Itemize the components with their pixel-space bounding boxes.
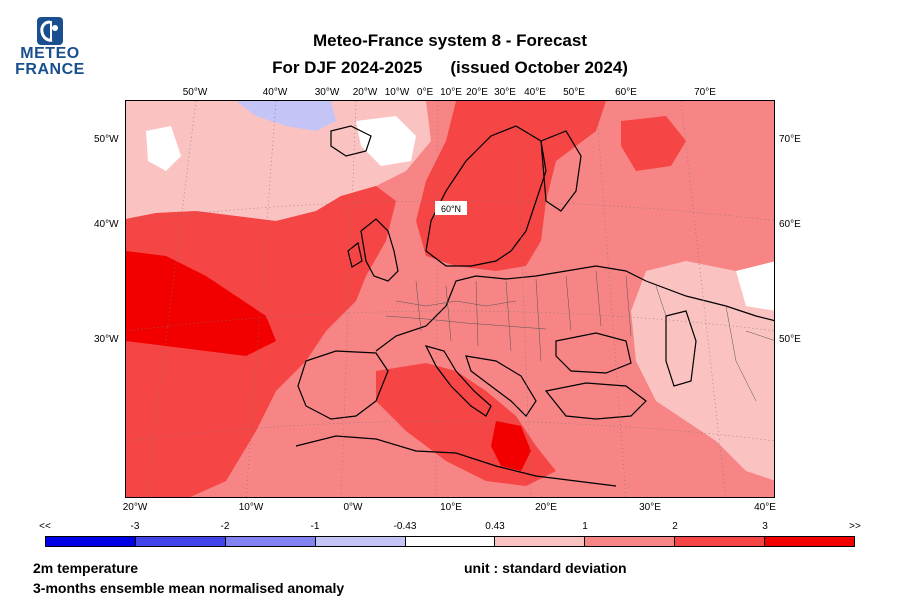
graticule xyxy=(126,101,774,497)
logo-text-france: FRANCE xyxy=(15,61,85,78)
field-strong-warm-central-med xyxy=(491,421,531,471)
left-label-40w: 40°W xyxy=(94,219,119,230)
bottom-label-0w: 0°W xyxy=(343,502,363,513)
graticule-label-60n: 60°N xyxy=(441,204,461,214)
colorbar-segment-1 xyxy=(135,537,226,546)
top-label-0e: 0°E xyxy=(416,87,434,98)
chart-subtitle: For DJF 2024-2025 (issued October 2024) xyxy=(200,58,700,78)
colorbar xyxy=(45,536,855,547)
top-label-70e: 70°E xyxy=(694,87,716,98)
coast-balkans xyxy=(465,355,537,417)
top-label-20w: 20°W xyxy=(352,87,378,98)
right-label-50e: 50°E xyxy=(779,334,801,345)
country-borders xyxy=(385,270,774,402)
field-weak-warm-north-atlantic xyxy=(126,101,431,221)
colorbar-label-8: 3 xyxy=(762,521,768,532)
colorbar-label-9: >> xyxy=(849,521,861,532)
colorbar-segment-6 xyxy=(585,537,676,546)
colorbar-label-3: -1 xyxy=(310,521,320,532)
top-label-30e: 30°E xyxy=(494,87,516,98)
bottom-label-30e: 30°E xyxy=(639,502,661,513)
colorbar-segment-0 xyxy=(46,537,136,546)
colorbar-segment-2 xyxy=(225,537,316,546)
coast-turkey xyxy=(544,382,647,420)
field-warm-scandinavia xyxy=(416,101,606,271)
bottom-label-40e: 40°E xyxy=(754,502,776,513)
unit-label: unit : standard deviation xyxy=(464,560,627,576)
anomaly-map: 60°N xyxy=(125,100,775,498)
graticule-label-box xyxy=(435,201,467,215)
colorbar-label-1: -3 xyxy=(130,521,140,532)
issue-date-label: (issued October 2024) xyxy=(450,58,628,77)
colorbar-label-5: 0.43 xyxy=(485,521,505,532)
chart-title: Meteo-France system 8 - Forecast xyxy=(313,31,587,50)
top-label-10e: 10°E xyxy=(440,87,462,98)
top-label-10w: 10°W xyxy=(384,87,410,98)
left-label-30w: 30°W xyxy=(94,334,119,345)
field-neutral-caspian xyxy=(736,261,774,311)
colorbar-segment-3 xyxy=(315,537,406,546)
colorbar-label-0: << xyxy=(39,521,51,532)
coast-finland xyxy=(540,130,582,212)
description-label: 3-months ensemble mean normalised anomal… xyxy=(33,580,345,596)
coast-italy xyxy=(424,345,492,417)
coast-caspian xyxy=(665,310,697,387)
colorbar-label-2: -2 xyxy=(220,521,230,532)
colorbar-segment-7 xyxy=(675,537,766,546)
coast-europe-mainland xyxy=(375,265,774,352)
coast-iceland xyxy=(330,125,372,157)
season-label: For DJF 2024-2025 xyxy=(272,58,423,77)
top-label-50e: 50°E xyxy=(563,87,585,98)
field-neutral-labrador xyxy=(146,126,181,171)
colorbar-segment-8 xyxy=(765,537,855,546)
top-label-20e: 20°E xyxy=(466,87,488,98)
top-label-40e: 40°E xyxy=(524,87,546,98)
field-weak-cold-greenland xyxy=(236,101,336,131)
coast-iberia xyxy=(297,350,389,420)
field-neutral-iceland xyxy=(356,116,416,166)
bottom-label-20w: 20°W xyxy=(122,502,148,513)
colorbar-label-7: 2 xyxy=(672,521,678,532)
right-label-60e: 60°E xyxy=(779,219,801,230)
top-label-30w: 30°W xyxy=(314,87,340,98)
coast-scandinavia xyxy=(425,125,547,267)
top-label-50w: 50°W xyxy=(182,87,208,98)
colorbar-label-6: 1 xyxy=(582,521,588,532)
anomaly-map-canvas: 60°N xyxy=(126,101,774,497)
meteo-france-logo: METEO FRANCE xyxy=(14,16,86,78)
bottom-label-10e: 10°E xyxy=(440,502,462,513)
variable-label: 2m temperature xyxy=(33,560,139,576)
logo-text-meteo: METEO xyxy=(20,45,80,62)
field-warm-northeast xyxy=(621,116,686,171)
left-label-50w: 50°W xyxy=(94,134,119,145)
bottom-label-20e: 20°E xyxy=(535,502,557,513)
top-label-60e: 60°E xyxy=(615,87,637,98)
field-strong-warm-west-atlantic xyxy=(126,251,276,356)
coast-black-sea xyxy=(555,332,632,374)
colorbar-segment-5 xyxy=(495,537,586,546)
coastlines xyxy=(295,125,774,487)
meteo-france-emblem-icon xyxy=(37,17,63,45)
coast-north-africa xyxy=(295,435,617,487)
colorbar-label-4: -0.43 xyxy=(393,521,417,532)
top-label-40w: 40°W xyxy=(262,87,288,98)
bottom-label-10w: 10°W xyxy=(238,502,264,513)
colorbar-segment-4 xyxy=(405,537,496,546)
coast-british-isles xyxy=(347,218,399,282)
right-label-70e: 70°E xyxy=(779,134,801,145)
